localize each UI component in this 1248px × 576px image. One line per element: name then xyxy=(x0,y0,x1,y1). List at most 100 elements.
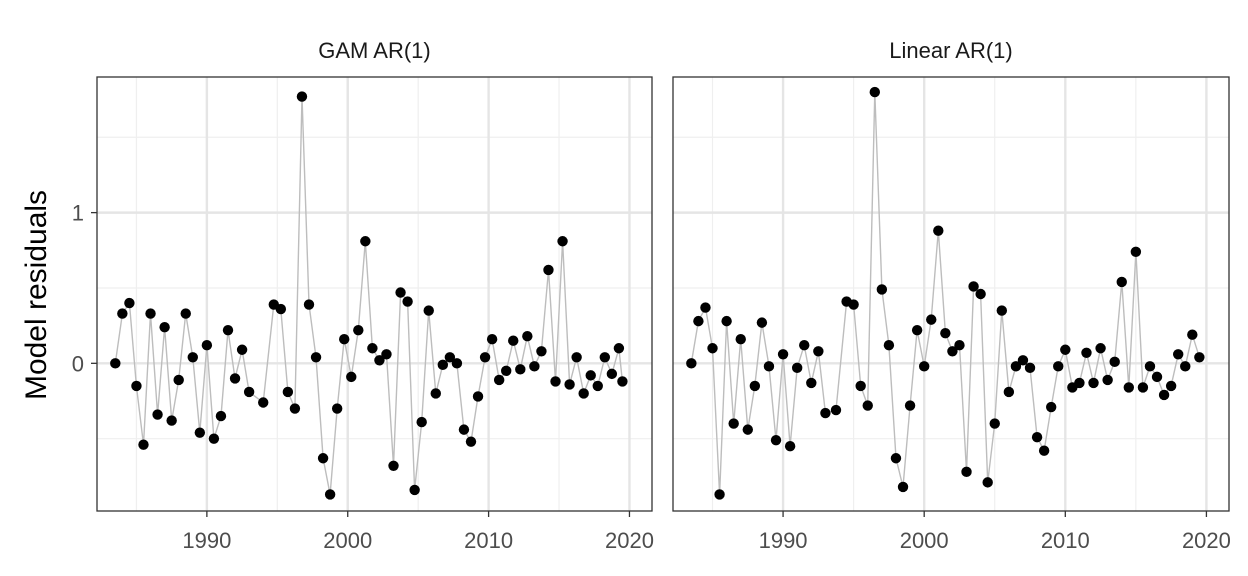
residual-line xyxy=(690,92,1201,495)
residual-point xyxy=(1144,361,1156,372)
residual-point xyxy=(1038,445,1050,456)
residual-point xyxy=(451,358,463,369)
residual-point xyxy=(721,315,732,327)
residual-point xyxy=(947,346,958,357)
residual-point xyxy=(317,453,329,464)
residual-point xyxy=(1180,361,1191,372)
residual-point xyxy=(1194,352,1205,363)
residual-point xyxy=(543,264,554,276)
residual-point xyxy=(830,404,842,416)
residual-point xyxy=(131,380,142,392)
residual-point xyxy=(1165,380,1177,392)
residual-point xyxy=(918,361,930,372)
x-tick-label: 2020 xyxy=(1182,528,1231,553)
residual-point xyxy=(444,352,456,363)
residual-point xyxy=(1053,361,1064,372)
residual-point xyxy=(700,302,711,313)
residual-point xyxy=(791,362,803,374)
residual-point xyxy=(508,335,519,346)
residual-point xyxy=(735,334,746,345)
y-axis-title: Model residuals xyxy=(20,190,53,400)
residual-point xyxy=(1102,374,1113,386)
residual-point xyxy=(578,388,589,399)
residual-point xyxy=(173,374,184,386)
residual-point xyxy=(529,361,540,372)
residual-point xyxy=(940,327,951,339)
residual-point xyxy=(911,324,923,336)
residual-point xyxy=(1109,356,1120,368)
residual-point xyxy=(1172,349,1184,360)
residual-point xyxy=(1158,389,1170,401)
residual-point xyxy=(1003,386,1015,398)
panel-border xyxy=(96,76,653,512)
residual-point xyxy=(515,364,526,375)
residual-point xyxy=(159,321,170,333)
residual-point xyxy=(236,344,248,355)
residual-point xyxy=(1130,246,1142,258)
residual-point xyxy=(606,368,618,380)
residual-point xyxy=(339,334,350,345)
residual-point xyxy=(486,334,498,345)
residual-point xyxy=(848,299,859,310)
residual-point xyxy=(388,460,399,471)
residual-point xyxy=(1081,347,1092,358)
residual-point xyxy=(1187,329,1198,340)
residual-point xyxy=(353,324,364,336)
residual-point xyxy=(550,376,561,387)
residual-point xyxy=(522,330,533,342)
residual-point xyxy=(1123,382,1135,393)
residual-point xyxy=(557,236,568,247)
residual-point xyxy=(1045,401,1057,413)
y-tick-label: 1 xyxy=(72,201,84,226)
panels: GAM AR(1) 1990 2000 2010 2020 0 1 Linear AR(1) 1… xyxy=(72,38,1231,553)
residual-point xyxy=(756,317,768,328)
residual-point xyxy=(820,407,831,419)
residual-point xyxy=(1010,361,1022,372)
y-tick-label: 0 xyxy=(72,351,84,376)
panel-title: Linear AR(1) xyxy=(889,38,1013,63)
residual-point xyxy=(869,86,880,98)
residual-point xyxy=(243,386,255,398)
residual-point xyxy=(592,380,603,392)
residual-point xyxy=(374,355,385,366)
residual-point xyxy=(124,297,135,309)
residual-point xyxy=(1031,431,1043,443)
residual-point xyxy=(229,373,241,384)
residual-point xyxy=(1024,362,1036,374)
residual-point xyxy=(876,284,888,295)
residual-point xyxy=(258,397,269,408)
residual-point xyxy=(1116,276,1127,288)
residual-point xyxy=(1095,343,1106,354)
residual-point xyxy=(430,388,441,399)
residual-point xyxy=(275,303,287,315)
residual-point xyxy=(585,370,596,381)
panel-2: Linear AR(1) 1990 2000 2010 2020 xyxy=(672,38,1231,553)
residual-point xyxy=(613,343,625,354)
residual-point xyxy=(883,340,895,351)
residual-point xyxy=(395,287,406,298)
residual-point xyxy=(1137,382,1149,393)
residual-point xyxy=(303,299,315,310)
residual-point xyxy=(933,225,944,236)
residual-point xyxy=(479,352,491,363)
residual-point xyxy=(324,489,336,500)
residual-point xyxy=(360,236,371,247)
residual-point xyxy=(1017,355,1029,366)
residual-point xyxy=(806,377,817,389)
residual-point xyxy=(346,371,357,383)
residual-point xyxy=(1060,344,1071,355)
residual-point xyxy=(749,380,761,392)
residual-point xyxy=(138,439,149,450)
residual-point xyxy=(110,358,121,369)
x-tick-label: 2010 xyxy=(464,528,513,553)
residual-point xyxy=(331,403,343,414)
residual-point xyxy=(961,466,972,478)
residual-point xyxy=(599,352,611,363)
residual-point xyxy=(310,352,322,363)
residual-point xyxy=(571,352,582,363)
residual-point xyxy=(714,489,725,500)
x-tick-label: 2000 xyxy=(323,528,372,553)
residual-point xyxy=(416,416,427,428)
residual-point xyxy=(686,358,697,369)
residual-point xyxy=(617,376,628,387)
